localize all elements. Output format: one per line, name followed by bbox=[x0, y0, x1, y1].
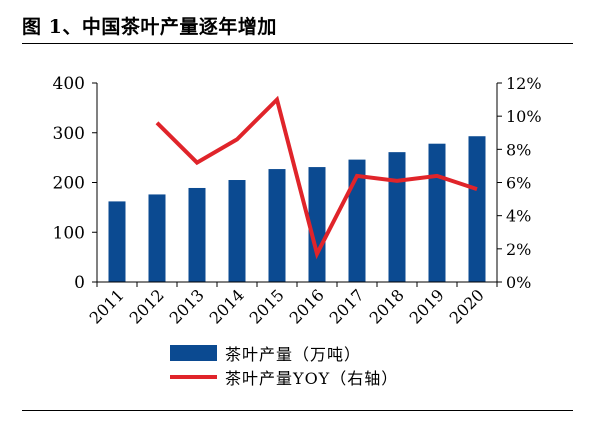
left-tick-label: 0 bbox=[74, 273, 85, 293]
x-tick-label-2020: 2020 bbox=[446, 285, 488, 327]
bar-2018 bbox=[388, 152, 406, 282]
chart-legend: 茶叶产量（万吨） 茶叶产量YOY（右轴） bbox=[170, 341, 398, 389]
bar-2012 bbox=[148, 194, 166, 282]
bar-2019 bbox=[428, 143, 446, 282]
right-tick-label: 12% bbox=[506, 74, 542, 93]
bar-2016 bbox=[308, 167, 326, 282]
x-tick-label-2018: 2018 bbox=[366, 285, 408, 327]
bottom-rule bbox=[22, 410, 573, 411]
left-tick-label: 300 bbox=[53, 124, 85, 144]
figure-title: 图 1、中国茶叶产量逐年增加 bbox=[22, 16, 277, 38]
bar-2011 bbox=[108, 201, 126, 282]
yoy-line bbox=[155, 95, 478, 260]
bar-2015 bbox=[268, 169, 286, 282]
right-tick-label: 6% bbox=[506, 174, 531, 193]
right-tick-label: 10% bbox=[506, 107, 542, 126]
legend-bar-label: 茶叶产量（万吨） bbox=[225, 345, 362, 364]
x-tick-label-2017: 2017 bbox=[326, 285, 368, 327]
bar-2013 bbox=[188, 187, 206, 282]
bar-2017 bbox=[348, 159, 366, 282]
title-rule bbox=[22, 43, 573, 44]
right-tick-label: 0% bbox=[506, 273, 531, 292]
legend-item-bars: 茶叶产量（万吨） bbox=[170, 341, 398, 365]
x-tick-label-2019: 2019 bbox=[406, 285, 448, 327]
legend-bar-swatch bbox=[170, 345, 217, 361]
legend-line-label: 茶叶产量YOY（右轴） bbox=[225, 369, 399, 388]
x-tick-label-2015: 2015 bbox=[246, 285, 288, 327]
right-tick-label: 4% bbox=[506, 207, 531, 226]
left-tick-label: 100 bbox=[53, 223, 85, 243]
legend-item-line: 茶叶产量YOY（右轴） bbox=[170, 365, 398, 389]
bar-2020 bbox=[468, 136, 486, 282]
x-tick-label-2011: 2011 bbox=[86, 285, 128, 327]
right-tick-label: 8% bbox=[506, 140, 531, 159]
bar-2014 bbox=[228, 180, 246, 282]
x-tick-label-2012: 2012 bbox=[126, 285, 168, 327]
left-tick-label: 400 bbox=[53, 74, 85, 94]
right-tick-label: 2% bbox=[506, 240, 531, 259]
left-tick-label: 200 bbox=[53, 174, 85, 194]
x-tick-label-2014: 2014 bbox=[206, 285, 248, 327]
x-tick-label-2013: 2013 bbox=[166, 285, 208, 327]
legend-line-swatch bbox=[170, 375, 217, 379]
x-tick-label-2016: 2016 bbox=[286, 285, 328, 327]
